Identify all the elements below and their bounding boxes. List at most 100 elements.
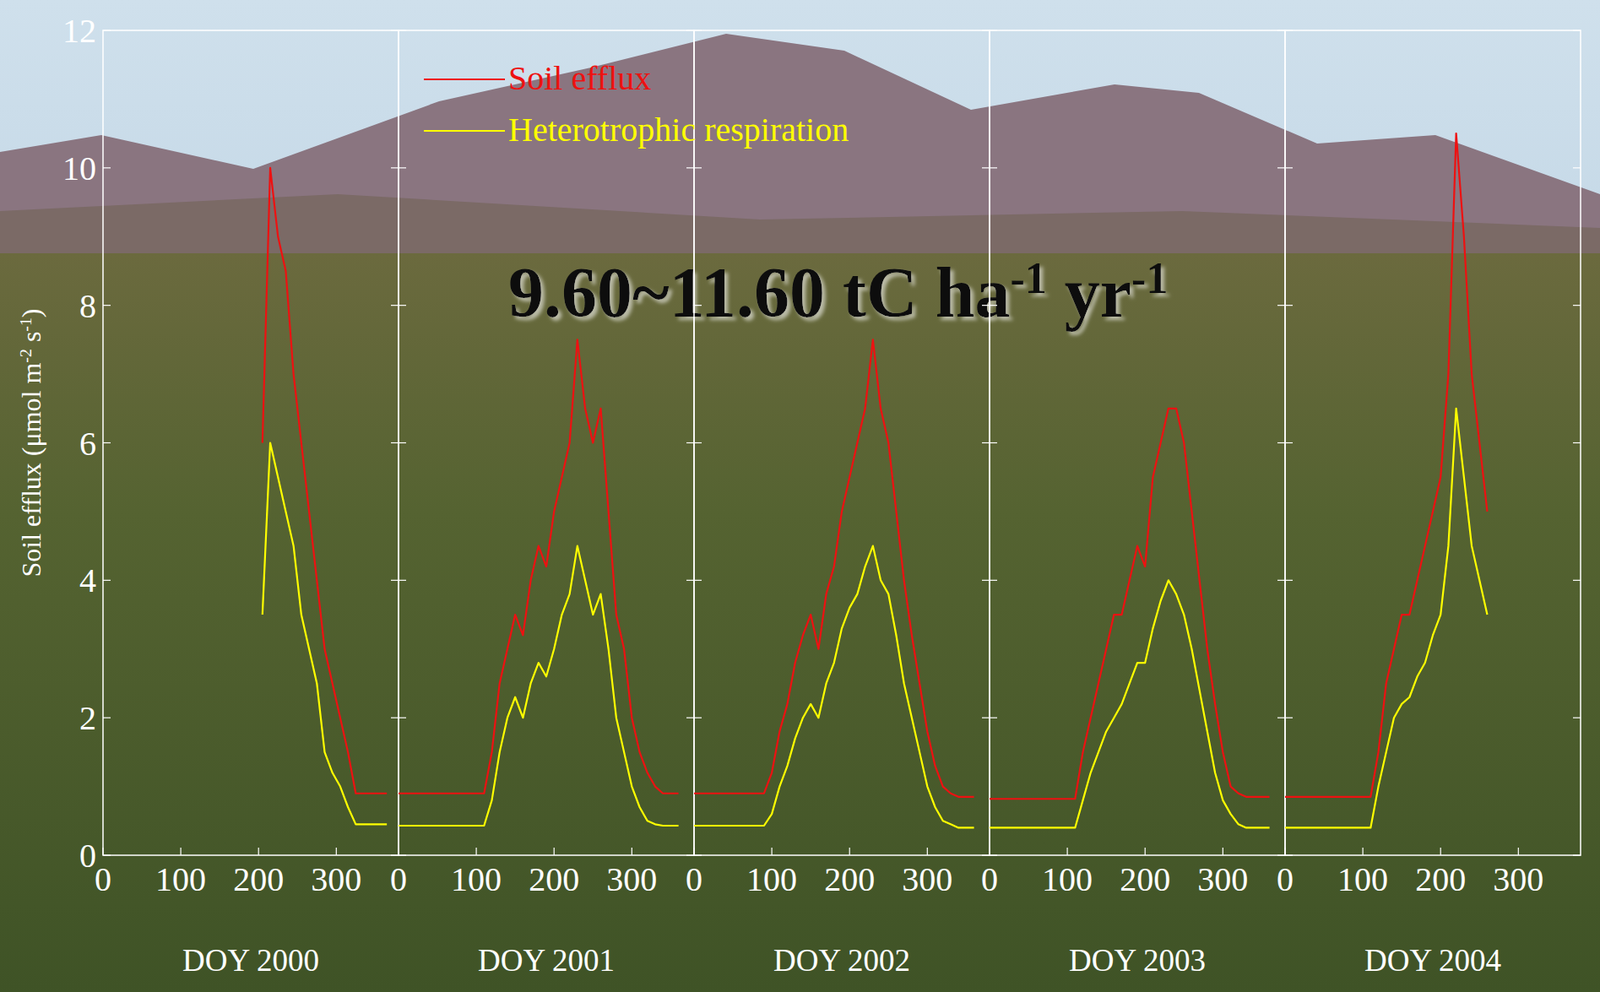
y-tick <box>694 29 702 31</box>
y-tick <box>1285 580 1293 581</box>
annotation: 9.60~11.60 tC ha-1 yr-1 <box>508 253 1168 332</box>
x-tick-label: 300 <box>1197 860 1248 899</box>
x-tick <box>336 847 337 856</box>
x-tick <box>1284 847 1286 856</box>
x-tick-label: 300 <box>310 860 362 899</box>
y-tick-label: 8 <box>79 287 97 326</box>
series-line <box>1285 408 1487 829</box>
x-tick <box>1067 847 1069 856</box>
series-line <box>694 339 975 797</box>
y-tick <box>1285 442 1293 444</box>
x-axis-title: DOY 2000 <box>182 943 320 978</box>
y-tick <box>1572 580 1581 581</box>
plot-frame <box>103 30 399 856</box>
y-tick <box>694 304 702 306</box>
x-tick <box>927 847 928 856</box>
legend-swatch <box>423 78 505 81</box>
y-tick <box>686 167 695 169</box>
series-line <box>989 580 1270 828</box>
chart-root: 0246810120100200300DOY 2000Soil efflux (… <box>0 0 1600 992</box>
y-tick <box>989 580 998 581</box>
plot-frame <box>398 30 695 856</box>
y-tick <box>1572 167 1581 169</box>
x-tick-label: 100 <box>1041 860 1093 899</box>
x-tick <box>180 847 182 856</box>
x-tick <box>553 847 555 856</box>
y-tick <box>694 167 702 169</box>
y-tick <box>694 854 702 856</box>
x-tick-label: 100 <box>1337 860 1389 899</box>
plot-frame <box>694 30 990 856</box>
y-tick <box>390 854 399 856</box>
plot-frame <box>1285 30 1581 856</box>
legend-swatch <box>423 130 505 132</box>
x-tick-label: 300 <box>1492 860 1544 899</box>
panel <box>1285 30 1581 856</box>
series-line <box>989 408 1270 799</box>
x-tick-label: 0 <box>981 860 998 899</box>
y-tick <box>1277 304 1286 306</box>
y-tick <box>398 580 407 581</box>
y-tick <box>1285 29 1293 31</box>
x-tick-label: 0 <box>685 860 703 899</box>
y-tick <box>686 854 695 856</box>
x-tick <box>1518 847 1519 856</box>
x-tick-label: 100 <box>450 860 502 899</box>
y-tick <box>1277 29 1286 31</box>
x-tick-label: 200 <box>1119 860 1171 899</box>
x-tick-label: 0 <box>390 860 407 899</box>
x-tick-label: 200 <box>233 860 284 899</box>
y-tick <box>398 854 407 856</box>
x-tick-label: 0 <box>1276 860 1294 899</box>
y-tick <box>981 442 990 444</box>
x-tick-label: 0 <box>94 860 112 899</box>
panel <box>694 30 990 856</box>
y-tick <box>398 442 407 444</box>
y-tick <box>694 580 702 581</box>
y-tick-label: 4 <box>79 561 97 600</box>
x-tick <box>1362 847 1364 856</box>
y-tick <box>390 167 399 169</box>
x-tick <box>397 847 399 856</box>
y-tick <box>103 304 111 306</box>
y-tick <box>390 717 399 719</box>
y-tick-label: 6 <box>79 424 97 463</box>
x-tick <box>1440 847 1442 856</box>
x-tick <box>1222 847 1224 856</box>
x-tick <box>631 847 633 856</box>
y-tick <box>989 717 998 719</box>
x-axis-title: DOY 2003 <box>1068 943 1206 978</box>
y-tick <box>1285 167 1293 169</box>
y-tick <box>390 580 399 581</box>
series-line <box>398 339 679 793</box>
series-line <box>262 443 387 825</box>
y-tick <box>1285 717 1293 719</box>
y-tick <box>981 29 990 31</box>
y-tick <box>1277 854 1286 856</box>
y-tick <box>103 442 111 444</box>
x-tick <box>258 847 260 856</box>
y-tick <box>1285 304 1293 306</box>
y-tick <box>989 167 998 169</box>
y-tick-label: 12 <box>62 11 97 50</box>
y-tick <box>694 717 702 719</box>
series-line <box>694 546 975 829</box>
panel <box>398 30 695 856</box>
y-tick <box>1572 717 1581 719</box>
y-tick <box>686 442 695 444</box>
series-group <box>989 408 1270 829</box>
y-tick <box>398 167 407 169</box>
y-tick <box>1285 854 1293 856</box>
y-tick <box>686 717 695 719</box>
y-tick <box>390 442 399 444</box>
legend: Soil effluxHeterotrophic respiration <box>423 59 849 149</box>
y-tick-label: 2 <box>79 699 97 738</box>
y-tick <box>103 717 111 719</box>
y-tick <box>1572 854 1581 856</box>
y-tick <box>686 29 695 31</box>
y-tick <box>1572 29 1581 31</box>
x-tick-label: 100 <box>155 860 207 899</box>
series-line <box>398 546 679 826</box>
series-group <box>398 339 679 826</box>
background-forest <box>0 253 1600 992</box>
